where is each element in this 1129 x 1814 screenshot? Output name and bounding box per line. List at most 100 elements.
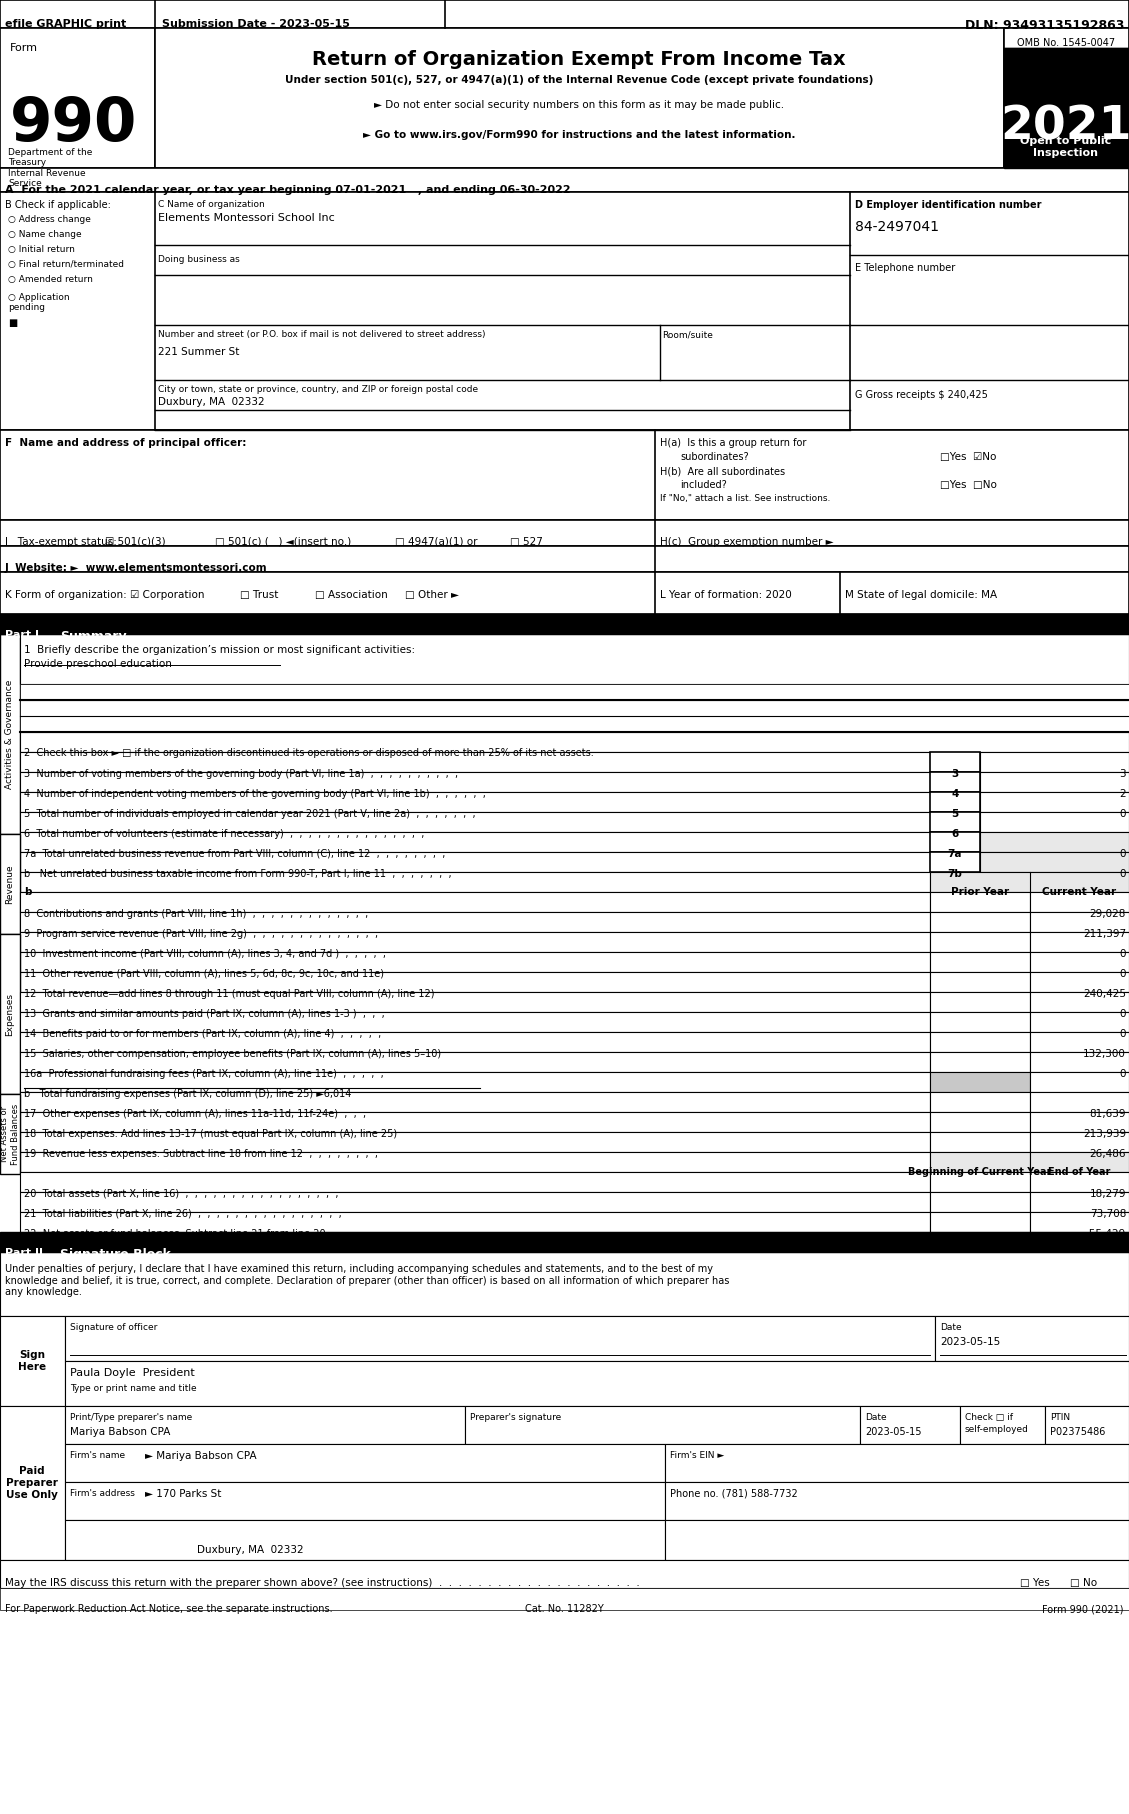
Bar bbox=[980, 773, 1129, 793]
Bar bbox=[930, 892, 1030, 912]
Bar bbox=[930, 1172, 1030, 1192]
Text: Summary: Summary bbox=[60, 629, 126, 642]
Bar bbox=[980, 853, 1129, 873]
Text: ○ Final return/terminated: ○ Final return/terminated bbox=[8, 259, 124, 268]
Bar bbox=[665, 1482, 1129, 1520]
Text: 0: 0 bbox=[1120, 969, 1126, 980]
Text: ☑ Corporation: ☑ Corporation bbox=[130, 590, 204, 600]
Bar bbox=[930, 952, 1030, 972]
Bar bbox=[930, 853, 980, 873]
Text: Expenses: Expenses bbox=[6, 992, 15, 1036]
Bar bbox=[0, 1315, 65, 1406]
Bar bbox=[65, 1315, 935, 1360]
Text: J  Website: ►  www.elementsmontessori.com: J Website: ► www.elementsmontessori.com bbox=[5, 562, 268, 573]
Bar bbox=[930, 1152, 1030, 1172]
Bar bbox=[930, 773, 980, 793]
Text: 2021: 2021 bbox=[1000, 105, 1129, 151]
Text: ► Go to www.irs.gov/Form990 for instructions and the latest information.: ► Go to www.irs.gov/Form990 for instruct… bbox=[362, 131, 795, 140]
Text: Signature Block: Signature Block bbox=[60, 1248, 170, 1261]
Text: ○ Address change: ○ Address change bbox=[8, 216, 90, 223]
Bar bbox=[1004, 47, 1129, 120]
Bar bbox=[930, 1192, 1030, 1212]
Text: If "No," attach a list. See instructions.: If "No," attach a list. See instructions… bbox=[660, 493, 830, 502]
Text: 2023-05-15: 2023-05-15 bbox=[940, 1337, 1000, 1348]
Text: Revenue: Revenue bbox=[6, 863, 15, 903]
Text: Firm's EIN ►: Firm's EIN ► bbox=[669, 1451, 724, 1460]
Bar bbox=[0, 1406, 65, 1560]
Text: 211,397: 211,397 bbox=[1083, 929, 1126, 940]
Bar bbox=[20, 873, 930, 892]
Bar bbox=[20, 773, 930, 793]
Text: Print/Type preparer's name: Print/Type preparer's name bbox=[70, 1413, 192, 1422]
Bar bbox=[930, 932, 1030, 952]
Bar bbox=[0, 1094, 20, 1174]
Bar bbox=[930, 753, 980, 773]
Text: Part I: Part I bbox=[5, 629, 40, 640]
Text: ■: ■ bbox=[8, 317, 17, 328]
Bar bbox=[0, 1252, 1129, 1315]
Text: 0: 0 bbox=[1120, 1009, 1126, 1019]
Bar bbox=[0, 1587, 1129, 1611]
Text: 20  Total assets (Part X, line 16)  ,  ,  ,  ,  ,  ,  ,  ,  ,  ,  ,  ,  ,  ,  , : 20 Total assets (Part X, line 16) , , , … bbox=[24, 1188, 339, 1199]
Text: Room/suite: Room/suite bbox=[662, 330, 712, 339]
Text: 2: 2 bbox=[1119, 789, 1126, 798]
Text: □ 4947(a)(1) or: □ 4947(a)(1) or bbox=[395, 537, 478, 548]
Text: 0: 0 bbox=[1120, 849, 1126, 860]
Text: 14  Benefits paid to or for members (Part IX, column (A), line 4)  ,  ,  ,  ,  ,: 14 Benefits paid to or for members (Part… bbox=[24, 1029, 382, 1039]
Text: OMB No. 1545-0047: OMB No. 1545-0047 bbox=[1017, 38, 1115, 47]
Bar bbox=[980, 753, 1129, 773]
Text: b   Total fundraising expenses (Part IX, column (D), line 25) ►6,014: b Total fundraising expenses (Part IX, c… bbox=[24, 1088, 351, 1099]
Bar bbox=[20, 1072, 930, 1092]
Bar bbox=[665, 1520, 1129, 1560]
Bar bbox=[20, 733, 1129, 753]
Bar bbox=[65, 1360, 1129, 1406]
Bar bbox=[1004, 27, 1129, 169]
Text: □ Other ►: □ Other ► bbox=[405, 590, 460, 600]
Bar bbox=[20, 1112, 930, 1132]
Text: 3: 3 bbox=[1119, 769, 1126, 778]
Bar bbox=[20, 1172, 930, 1192]
Bar bbox=[0, 571, 1129, 613]
Text: Department of the
Treasury
Internal Revenue
Service: Department of the Treasury Internal Reve… bbox=[8, 149, 93, 189]
Text: Cat. No. 11282Y: Cat. No. 11282Y bbox=[525, 1604, 603, 1614]
Bar bbox=[1030, 892, 1129, 912]
Bar bbox=[930, 992, 1030, 1012]
Text: Return of Organization Exempt From Income Tax: Return of Organization Exempt From Incom… bbox=[313, 51, 846, 69]
Text: Net Assets or
Fund Balances: Net Assets or Fund Balances bbox=[0, 1103, 19, 1165]
Text: Paula Doyle  President: Paula Doyle President bbox=[70, 1368, 194, 1379]
Text: efile GRAPHIC print: efile GRAPHIC print bbox=[5, 18, 126, 29]
Text: Form 990 (2021): Form 990 (2021) bbox=[1042, 1604, 1124, 1614]
Text: 10  Investment income (Part VIII, column (A), lines 3, 4, and 7d )  ,  ,  ,  ,  : 10 Investment income (Part VIII, column … bbox=[24, 949, 386, 960]
Text: Date: Date bbox=[865, 1413, 886, 1422]
Text: 16a  Professional fundraising fees (Part IX, column (A), line 11e)  ,  ,  ,  ,  : 16a Professional fundraising fees (Part … bbox=[24, 1068, 384, 1079]
Bar bbox=[0, 521, 1129, 546]
Text: 3: 3 bbox=[952, 769, 959, 778]
Text: ○ Amended return: ○ Amended return bbox=[8, 276, 93, 285]
Bar bbox=[1030, 1112, 1129, 1132]
Bar bbox=[930, 1112, 1030, 1132]
Text: G Gross receipts $ 240,425: G Gross receipts $ 240,425 bbox=[855, 390, 988, 401]
Text: □ Trust: □ Trust bbox=[240, 590, 279, 600]
Bar bbox=[20, 753, 930, 773]
Text: Current Year: Current Year bbox=[1042, 887, 1117, 896]
Text: C Name of organization: C Name of organization bbox=[158, 200, 264, 209]
Bar bbox=[0, 1232, 1129, 1252]
Text: 8  Contributions and grants (Part VIII, line 1h)  ,  ,  ,  ,  ,  ,  ,  ,  ,  ,  : 8 Contributions and grants (Part VIII, l… bbox=[24, 909, 368, 920]
Bar bbox=[20, 1092, 930, 1112]
Text: 213,939: 213,939 bbox=[1083, 1128, 1126, 1139]
Text: M State of legal domicile: MA: M State of legal domicile: MA bbox=[844, 590, 997, 600]
Bar bbox=[1030, 912, 1129, 932]
Bar bbox=[1045, 1406, 1129, 1444]
Text: 0: 0 bbox=[1120, 1068, 1126, 1079]
Text: ○ Initial return: ○ Initial return bbox=[8, 245, 75, 254]
Bar bbox=[930, 1052, 1030, 1072]
Text: 6: 6 bbox=[952, 829, 959, 840]
Text: ☑ 501(c)(3): ☑ 501(c)(3) bbox=[105, 537, 166, 548]
Text: Open to Public
Inspection: Open to Public Inspection bbox=[1021, 136, 1112, 158]
Text: Provide preschool education: Provide preschool education bbox=[24, 658, 172, 669]
Bar bbox=[20, 972, 930, 992]
Text: 0: 0 bbox=[1120, 809, 1126, 818]
Text: P02375486: P02375486 bbox=[1050, 1428, 1105, 1437]
Bar bbox=[980, 833, 1129, 853]
Text: subordinates?: subordinates? bbox=[680, 452, 749, 463]
